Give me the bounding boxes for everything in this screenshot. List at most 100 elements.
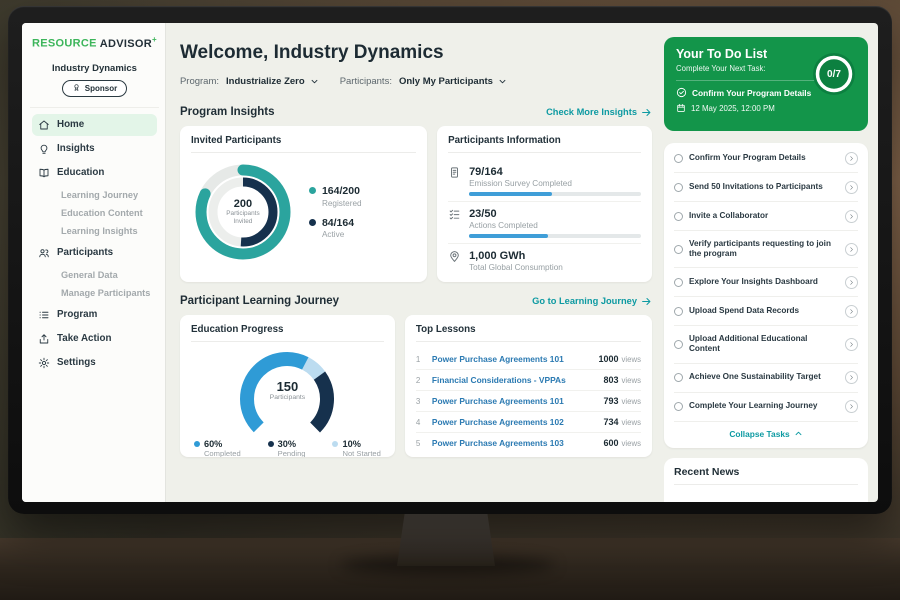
chevron-right-icon <box>848 184 855 191</box>
insights-cards-row: Invited Participants 200 Participants In… <box>180 126 652 282</box>
stat-value: 79/164 <box>469 166 641 178</box>
lesson-views: 1000views <box>598 354 641 364</box>
education-icon <box>38 167 50 179</box>
calendar-icon <box>676 103 686 113</box>
sidebar-item-settings[interactable]: Settings <box>32 352 157 374</box>
task-row[interactable]: Achieve One Sustainability Target <box>674 364 858 393</box>
task-checkbox[interactable] <box>674 212 683 221</box>
task-open-button[interactable] <box>845 276 858 289</box>
lesson-rank: 4 <box>416 418 425 427</box>
legend-dot <box>309 219 316 226</box>
todo-progress-count: 0/7 <box>811 51 857 97</box>
task-row[interactable]: Invite a Collaborator <box>674 202 858 231</box>
task-checkbox[interactable] <box>674 373 683 382</box>
chevron-right-icon <box>848 279 855 286</box>
dashboard-screen: RESOURCEADVISOR+ Industry Dynamics Spons… <box>22 23 878 502</box>
task-open-button[interactable] <box>845 338 858 351</box>
sidebar-item-program[interactable]: Program <box>32 304 157 326</box>
collapse-tasks-button[interactable]: Collapse Tasks <box>674 422 858 445</box>
sidebar-item-insights[interactable]: Insights <box>32 138 157 160</box>
sidebar-item-learning-insights[interactable]: Learning Insights <box>32 222 157 240</box>
task-row[interactable]: Verify participants requesting to join t… <box>674 231 858 268</box>
sidebar-item-education[interactable]: Education <box>32 162 157 184</box>
chevron-right-icon <box>848 213 855 220</box>
sidebar-item-learning-journey[interactable]: Learning Journey <box>32 186 157 204</box>
lesson-link[interactable]: Power Purchase Agreements 102 <box>432 417 597 427</box>
task-checkbox[interactable] <box>674 402 683 411</box>
program-select[interactable]: Industrialize Zero <box>226 76 319 87</box>
lesson-link[interactable]: Financial Considerations - VPPAs <box>432 375 597 385</box>
sidebar-item-label: Take Action <box>57 333 111 344</box>
task-label: Explore Your Insights Dashboard <box>689 277 839 288</box>
todo-next-task[interactable]: Confirm Your Program Details <box>676 80 816 101</box>
task-row[interactable]: Complete Your Learning Journey <box>674 393 858 422</box>
sidebar-item-participants[interactable]: Participants <box>32 242 157 264</box>
task-open-button[interactable] <box>845 400 858 413</box>
home-icon <box>38 119 50 131</box>
program-select-value: Industrialize Zero <box>226 76 305 87</box>
lesson-row: 3Power Purchase Agreements 101793views <box>416 391 641 412</box>
sidebar-nav: HomeInsightsEducation Learning JourneyEdu… <box>32 114 157 374</box>
lesson-views: 600views <box>603 438 641 448</box>
task-checkbox[interactable] <box>674 154 683 163</box>
sidebar-item-home[interactable]: Home <box>32 114 157 136</box>
sidebar-item-general-data[interactable]: General Data <box>32 266 157 284</box>
invited-participants-card: Invited Participants 200 Participants In… <box>180 126 427 282</box>
sponsor-badge[interactable]: Sponsor <box>62 80 127 97</box>
task-open-button[interactable] <box>845 152 858 165</box>
task-label: Confirm Your Program Details <box>689 153 839 164</box>
task-row[interactable]: Confirm Your Program Details <box>674 144 858 173</box>
medal-icon <box>72 83 81 94</box>
check-more-insights-link[interactable]: Check More Insights <box>546 107 652 118</box>
invited-participants-title: Invited Participants <box>191 135 416 153</box>
participants-information-title: Participants Information <box>448 135 641 153</box>
actions-icon <box>448 208 461 221</box>
lesson-rank: 5 <box>416 439 425 448</box>
task-checkbox[interactable] <box>674 340 683 349</box>
task-checkbox[interactable] <box>674 245 683 254</box>
invited-participants-body: 200 Participants Invited 164/200Register… <box>191 160 416 264</box>
lesson-rank: 3 <box>416 397 425 406</box>
sidebar-item-take-action[interactable]: Take Action <box>32 328 157 350</box>
lesson-rank: 1 <box>416 355 425 364</box>
settings-icon <box>38 357 50 369</box>
check-circle-icon <box>676 87 687 98</box>
task-open-button[interactable] <box>845 305 858 318</box>
lesson-link[interactable]: Power Purchase Agreements 103 <box>432 438 597 448</box>
sponsor-badge-wrap: Sponsor <box>30 79 159 108</box>
task-row[interactable]: Explore Your Insights Dashboard <box>674 268 858 297</box>
logo-plus: + <box>152 35 157 44</box>
task-open-button[interactable] <box>845 210 858 223</box>
task-row[interactable]: Upload Additional Educational Content <box>674 326 858 363</box>
task-row[interactable]: Send 50 Invitations to Participants <box>674 173 858 202</box>
task-checkbox[interactable] <box>674 278 683 287</box>
task-open-button[interactable] <box>845 371 858 384</box>
logo-resource: RESOURCE <box>32 38 97 50</box>
sidebar-item-education-content[interactable]: Education Content <box>32 204 157 222</box>
lesson-link[interactable]: Power Purchase Agreements 101 <box>432 396 597 406</box>
content-area: Welcome, Industry Dynamics Program: Indu… <box>166 23 878 502</box>
task-row[interactable]: Upload Spend Data Records <box>674 297 858 326</box>
gauge-center: 150 Participants <box>227 379 347 401</box>
sidebar-item-label: Participants <box>57 247 113 258</box>
stat-label: Actions Completed <box>469 221 641 230</box>
chevron-right-icon <box>848 341 855 348</box>
donut-center-label: Participants Invited <box>218 210 268 226</box>
go-to-learning-journey-link[interactable]: Go to Learning Journey <box>532 296 652 307</box>
main-content: Welcome, Industry Dynamics Program: Indu… <box>166 23 664 502</box>
task-checkbox[interactable] <box>674 183 683 192</box>
sidebar-item-manage-participants[interactable]: Manage Participants <box>32 284 157 302</box>
consumption-icon <box>448 250 461 263</box>
top-lessons-list: 1Power Purchase Agreements 1011000views2… <box>416 349 641 453</box>
participants-select[interactable]: Only My Participants <box>399 76 507 87</box>
education-progress-title: Education Progress <box>191 324 384 342</box>
stat-row: 79/164Emission Survey Completed <box>448 160 641 202</box>
task-open-button[interactable] <box>845 243 858 256</box>
task-checkbox[interactable] <box>674 307 683 316</box>
task-open-button[interactable] <box>845 181 858 194</box>
logo-advisor: ADVISOR <box>100 38 152 50</box>
lesson-link[interactable]: Power Purchase Agreements 101 <box>432 354 592 364</box>
stat-row: 1,000 GWhTotal Global Consumption <box>448 244 641 281</box>
task-label: Complete Your Learning Journey <box>689 401 839 412</box>
education-legend: 60%Completed30%Pending10%Not Started <box>191 439 384 457</box>
